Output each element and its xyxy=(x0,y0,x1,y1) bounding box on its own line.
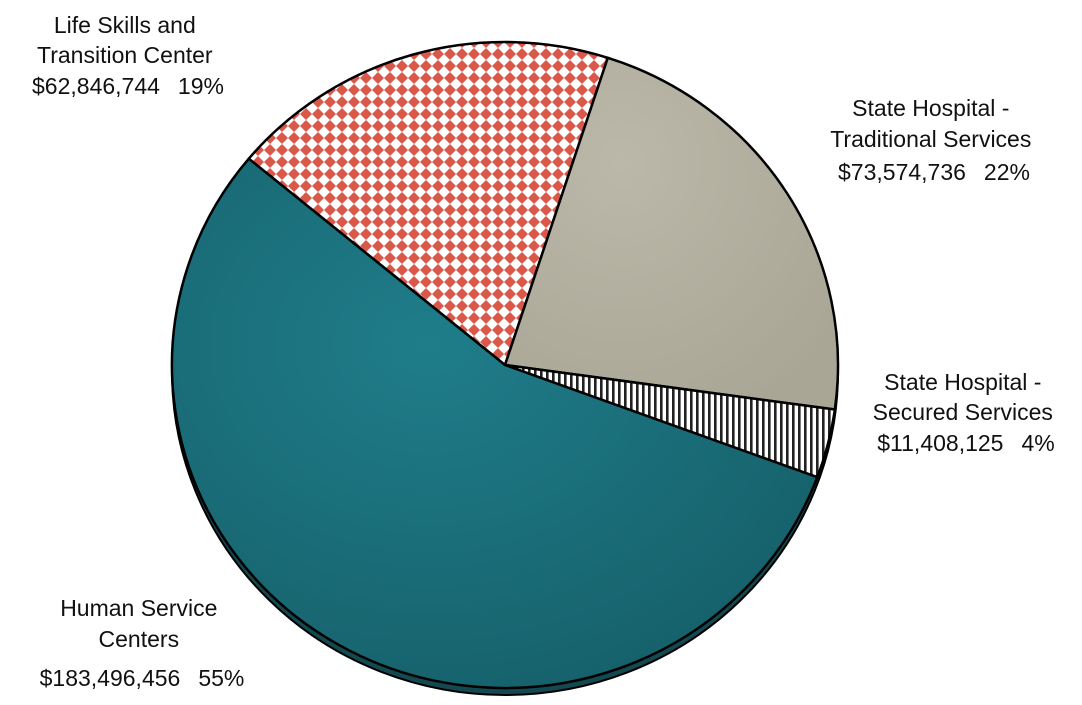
pie-slice-hsc xyxy=(170,157,819,690)
label-shts-values: $73,574,736 22% xyxy=(838,159,1030,185)
label-lstc-line1: Life Skills and xyxy=(54,12,196,38)
label-shss-line1: State Hospital - xyxy=(884,369,1041,395)
label-hsc-percent: 55% xyxy=(198,665,244,691)
label-hsc-line1: Human Service xyxy=(60,595,217,621)
pie-slices xyxy=(170,40,840,690)
label-lstc: Life Skills and Transition Center $62,84… xyxy=(32,12,224,99)
label-lstc-line2: Transition Center xyxy=(37,42,213,68)
label-hsc-values: $183,496,456 55% xyxy=(40,665,245,691)
label-shss-line2: Secured Services xyxy=(873,399,1053,425)
label-lstc-values: $62,846,744 19% xyxy=(32,73,224,99)
label-shts: State Hospital - Traditional Services $7… xyxy=(830,95,1038,185)
label-shss-values: $11,408,125 4% xyxy=(877,430,1054,456)
pie-slice-shts xyxy=(503,56,840,411)
label-shss: State Hospital - Secured Services $11,40… xyxy=(873,369,1060,456)
label-hsc: Human Service Centers $183,496,456 55% xyxy=(40,595,245,691)
label-lstc-percent: 19% xyxy=(178,73,224,99)
label-hsc-line2: Centers xyxy=(99,626,180,652)
label-shts-percent: 22% xyxy=(984,159,1030,185)
label-shts-line1: State Hospital - xyxy=(852,95,1009,121)
label-shts-amount: $73,574,736 xyxy=(838,159,966,185)
label-shss-amount: $11,408,125 xyxy=(877,430,1003,456)
label-shss-percent: 4% xyxy=(1021,430,1054,456)
label-shts-line2: Traditional Services xyxy=(830,126,1031,152)
pie-slice-lstc xyxy=(247,40,610,367)
label-hsc-amount: $183,496,456 xyxy=(40,665,181,691)
label-lstc-amount: $62,846,744 xyxy=(32,73,160,99)
